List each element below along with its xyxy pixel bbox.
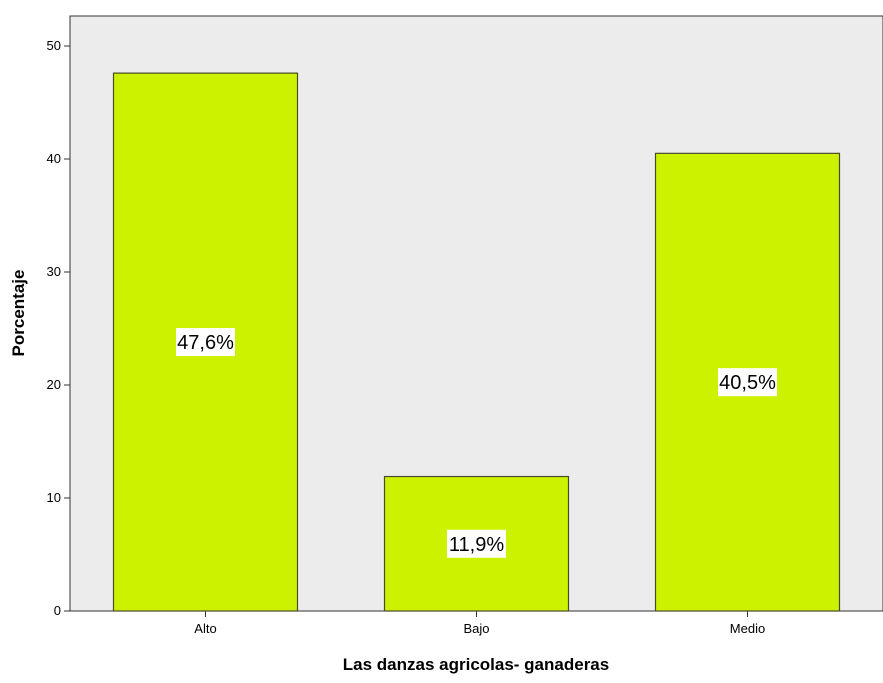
y-tick-label: 50 [47,38,61,53]
x-tick-label: Bajo [463,621,489,636]
y-tick-label: 30 [47,264,61,279]
bar-data-label: 47,6% [176,328,235,357]
data-label-text: 11,9% [449,534,504,556]
data-label-text: 40,5% [719,372,776,394]
y-axis-title: Porcentaje [9,270,28,357]
data-label-box [447,529,506,558]
y-tick-label: 0 [54,603,61,618]
y-tick-label: 10 [47,490,61,505]
data-label-box [176,328,235,357]
x-tick-label: Medio [730,621,765,636]
y-axis: 0 10 20 30 40 50 [47,16,71,618]
x-axis-title: Las danzas agricolas- ganaderas [343,655,609,674]
bar-data-label: 40,5% [718,368,777,397]
y-tick-label: 40 [47,151,61,166]
y-tick-label: 20 [47,377,61,392]
x-tick-label: Alto [194,621,216,636]
bar-data-labels: 47,6% 11,9% 40,5% [176,328,777,558]
data-label-text: 47,6% [177,332,234,354]
data-label-box [718,368,777,397]
bar-data-label: 11,9% [447,529,506,558]
x-axis: Alto Bajo Medio [70,610,883,636]
